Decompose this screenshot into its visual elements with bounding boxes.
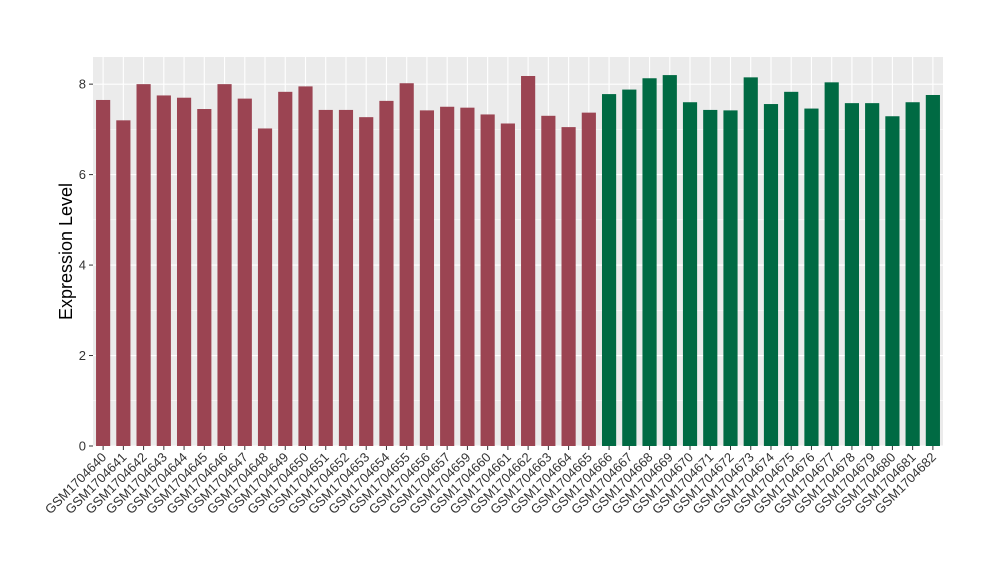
bar-GSM1704682 [925,94,940,446]
bar-GSM1704643 [156,95,171,446]
bar-GSM1704655 [399,83,414,446]
y-axis: 0 2 4 6 8 [79,77,93,454]
y-tick-label: 8 [79,77,86,92]
bar-GSM1704679 [865,103,880,446]
bar-GSM1704671 [703,109,718,447]
bar-GSM1704661 [500,123,515,447]
bar-GSM1704646 [217,84,232,447]
bar-GSM1704657 [440,106,455,447]
bar-GSM1704652 [338,109,354,447]
y-tick-label: 6 [79,167,86,182]
bar-GSM1704674 [763,104,779,446]
bar-GSM1704641 [116,120,131,446]
bar-GSM1704651 [318,109,333,447]
bar-GSM1704662 [521,75,536,446]
y-tick-label: 0 [79,439,86,454]
bar-GSM1704648 [257,128,273,446]
y-tick-label: 2 [79,348,86,363]
bar-GSM1704666 [601,94,617,446]
bar-GSM1704667 [622,89,637,446]
bar-GSM1704645 [197,109,212,446]
bar-GSM1704675 [784,91,799,446]
bar-GSM1704653 [359,117,374,446]
bar-GSM1704680 [885,116,900,447]
bars [96,75,940,447]
y-axis-title: Expression Level [56,183,76,320]
bar-GSM1704664 [561,127,576,446]
bar-GSM1704650 [298,86,313,447]
bar-GSM1704670 [682,102,698,447]
bar-GSM1704673 [743,77,758,447]
bar-GSM1704640 [96,99,111,446]
bar-GSM1704677 [824,82,839,446]
bar-GSM1704656 [419,110,435,446]
plot-panel [93,57,943,446]
bar-GSM1704665 [581,112,596,446]
bar-GSM1704669 [662,75,677,447]
bar-GSM1704659 [460,107,475,446]
bar-GSM1704663 [541,115,556,447]
bar-GSM1704647 [237,98,252,446]
bar-GSM1704654 [379,100,394,446]
bar-GSM1704672 [723,110,738,446]
bar-GSM1704660 [480,114,495,447]
bar-GSM1704676 [804,108,819,446]
x-axis: GSM1704640GSM1704641GSM1704642GSM1704643… [42,446,939,517]
bar-GSM1704678 [844,103,860,446]
bar-GSM1704644 [176,97,192,447]
bar-GSM1704681 [905,102,920,447]
y-tick-label: 4 [79,258,86,273]
bar-GSM1704642 [136,84,151,447]
bar-GSM1704649 [278,91,293,446]
bar-GSM1704668 [642,78,657,446]
